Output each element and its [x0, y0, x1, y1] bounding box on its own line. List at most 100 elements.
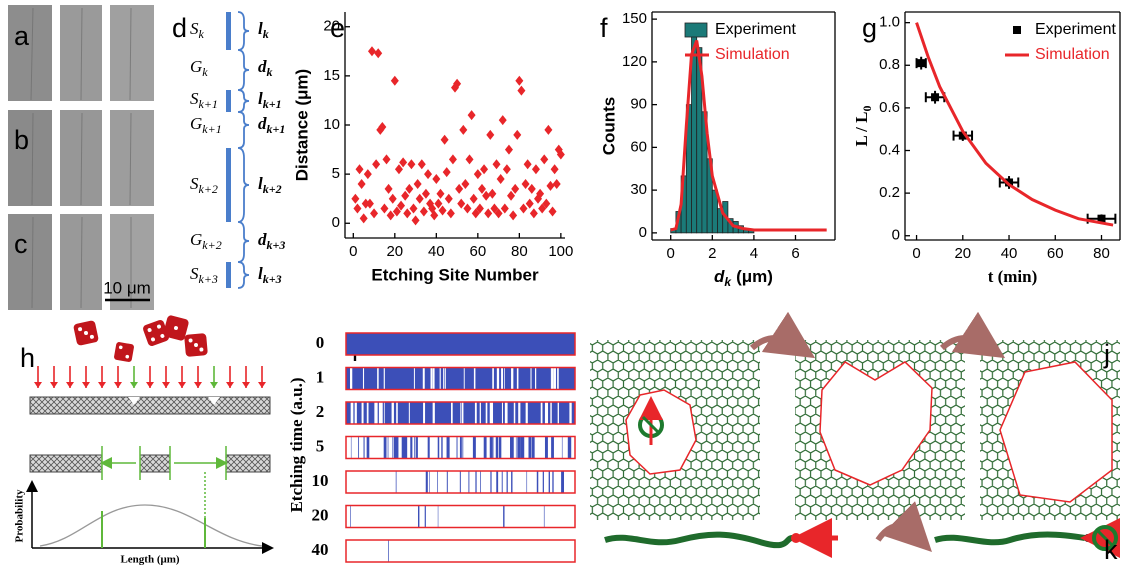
strip-line [425, 471, 428, 493]
y-tick-label: 10 [323, 116, 340, 133]
strip-line [378, 402, 381, 424]
data-point [397, 200, 406, 211]
x-tick-label: 6 [791, 245, 799, 262]
data-point [384, 183, 393, 194]
data-point [546, 180, 555, 191]
panel-label: e [330, 13, 345, 43]
segment-label: Sk [190, 19, 205, 41]
strip-line [517, 436, 519, 459]
x-tick-label: 60 [469, 243, 486, 260]
data-point [509, 210, 518, 221]
y-tick-label: 20 [323, 18, 340, 35]
y-axis-label: Probability [14, 489, 26, 542]
length-label-part: k+1 [263, 97, 282, 111]
data-point [494, 208, 503, 219]
strip-line [512, 436, 514, 459]
length-label: dk+3 [258, 230, 285, 252]
length-label-part: l [258, 264, 263, 283]
strip-background [346, 540, 575, 562]
length-label: lk [258, 19, 269, 41]
data-point [370, 208, 379, 219]
y-tick-label: 0 [332, 214, 340, 231]
strip-line [367, 436, 369, 459]
strip-line [383, 367, 385, 390]
data-point [407, 159, 416, 170]
strip-line [437, 436, 440, 459]
strip-line [554, 367, 556, 390]
strip-line [417, 505, 420, 528]
segment-label-part: k [202, 65, 208, 79]
data-point [401, 190, 410, 201]
panel-label: k [1104, 535, 1118, 565]
strip-line [396, 436, 399, 459]
data-point [498, 115, 507, 126]
strip-background [346, 367, 575, 390]
data-point [421, 188, 430, 199]
strip-line [474, 436, 476, 459]
y-axis-label-part: L / L [852, 112, 871, 147]
strip-line [496, 367, 500, 390]
y-axis-label: Etching time (a.u.) [287, 377, 306, 512]
panel-label: b [14, 125, 29, 155]
segment-label-part: k+3 [199, 272, 218, 286]
data-point [409, 203, 418, 214]
data-point [436, 188, 445, 199]
x-tick-label: 2 [708, 245, 716, 262]
etching-time-label: 5 [316, 436, 325, 455]
data-point [482, 190, 491, 201]
data-point [390, 75, 399, 86]
strip-line [387, 436, 389, 459]
panel-label: h [20, 343, 35, 373]
y-tick-label: 0.4 [879, 141, 900, 158]
strip-line [526, 471, 528, 493]
dice [73, 315, 208, 362]
strip-line [540, 402, 543, 424]
x-axis-label-part: d [714, 267, 725, 286]
strip-line [480, 471, 481, 493]
data-point [531, 164, 540, 175]
segment-label-part: k [199, 27, 205, 41]
strip-line [530, 367, 532, 390]
strip-line [550, 367, 552, 390]
segment-label-part: k+1 [199, 97, 218, 111]
x-tick-label: 40 [428, 243, 445, 260]
segment-label-part: k+2 [199, 182, 218, 196]
data-point [378, 121, 387, 132]
length-label: dk [258, 57, 273, 79]
strip-line [377, 367, 379, 390]
data-point [525, 198, 534, 209]
strip-line [561, 436, 563, 459]
data-point [473, 169, 482, 180]
strip-line [535, 367, 537, 390]
length-label-part: l [258, 89, 263, 108]
strip-line [492, 436, 494, 459]
length-label-part: l [258, 19, 263, 38]
data-point [550, 164, 559, 175]
segment-label: Sk+3 [190, 264, 218, 286]
data-point [353, 203, 362, 214]
length-label-part: k [263, 27, 269, 41]
length-label: lk+1 [258, 89, 282, 111]
strip-line [422, 367, 425, 390]
data-point [1005, 178, 1014, 187]
data-point [465, 154, 474, 165]
data-point [471, 208, 480, 219]
strip-line [432, 367, 434, 390]
x-tick-label: 40 [1001, 245, 1018, 262]
strip-line [366, 402, 368, 424]
x-tick-label: 60 [1047, 245, 1064, 262]
length-label-part: k+2 [263, 182, 282, 196]
strip-line [451, 402, 453, 424]
etch-arrows [34, 366, 266, 388]
strip-line [557, 367, 559, 390]
data-point [355, 164, 364, 175]
segment-label-part: S [190, 264, 199, 283]
data-point [438, 205, 447, 216]
strip-line [569, 436, 572, 459]
strip-line [403, 436, 406, 459]
length-label: dk+1 [258, 114, 285, 136]
panel-label: j [1103, 339, 1110, 369]
strip-line [490, 471, 492, 493]
strip-line [501, 471, 503, 493]
strip-line [521, 436, 525, 459]
